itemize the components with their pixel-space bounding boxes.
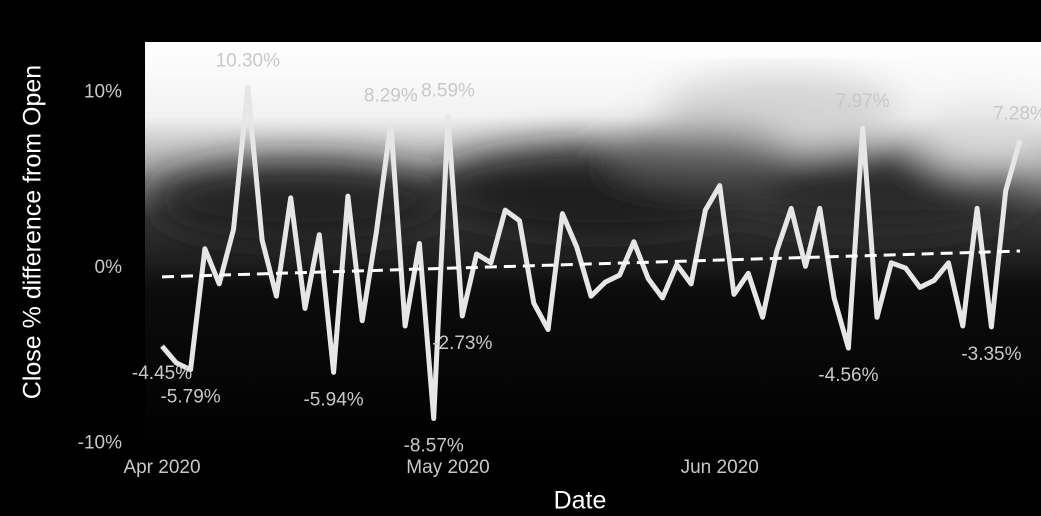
y-axis-title: Close % difference from Open [19, 65, 47, 399]
data-label: -2.73% [432, 333, 492, 354]
data-label: 10.30% [216, 50, 281, 71]
y-tick-label: -10% [78, 433, 122, 454]
plot-background [145, 42, 1041, 455]
x-tick-label: Jun 2020 [681, 457, 759, 478]
data-label: 7.28% [993, 103, 1041, 124]
data-label: -4.45% [132, 363, 192, 384]
trend-line [161, 249, 1021, 279]
data-label: -4.56% [818, 365, 878, 386]
data-label: -5.94% [303, 389, 363, 410]
y-tick-label: 10% [84, 82, 122, 103]
data-label: 7.97% [836, 91, 890, 112]
data-label: 8.29% [364, 86, 418, 107]
x-tick-label: May 2020 [406, 457, 489, 478]
data-label: -5.79% [160, 387, 220, 408]
data-label: -3.35% [961, 344, 1021, 365]
data-line [160, 84, 1023, 421]
y-tick-label: 0% [95, 257, 123, 278]
data-label: -8.57% [404, 436, 464, 457]
x-axis-title: Date [554, 487, 607, 515]
data-label: 8.59% [421, 80, 475, 101]
x-tick-label: Apr 2020 [123, 457, 200, 478]
